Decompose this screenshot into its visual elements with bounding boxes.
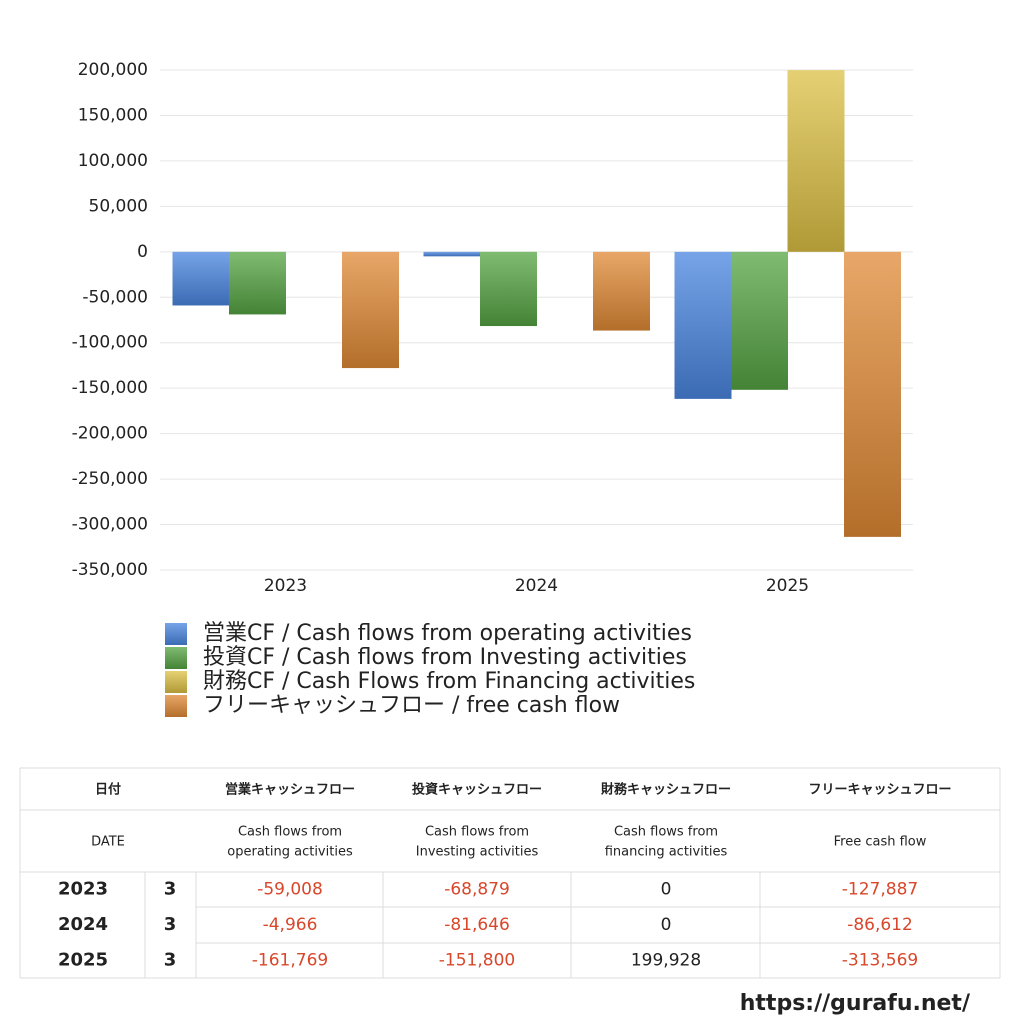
y-tick-label: -250,000 (72, 469, 148, 489)
bar (731, 251, 788, 390)
table-subheader: Investing activities (416, 845, 539, 860)
bar (844, 251, 901, 537)
bar (787, 70, 845, 252)
row-label: 3 (164, 950, 177, 971)
legend-swatch (165, 647, 187, 669)
table-header: フリーキャッシュフロー (808, 783, 951, 798)
table-cell: -161,769 (252, 951, 328, 971)
legend-label: 営業CF / Cash flows from operating activit… (203, 621, 692, 646)
row-label: 2025 (58, 950, 108, 971)
legend-label: 財務CF / Cash Flows from Financing activit… (203, 669, 695, 694)
table-subheader: Cash flows from (614, 825, 718, 840)
table-subheader: Cash flows from (425, 825, 529, 840)
table-cell: -151,800 (439, 951, 515, 971)
table-cell: -127,887 (842, 880, 918, 900)
legend-swatch (165, 623, 187, 645)
table-subheader: operating activities (227, 845, 353, 860)
table-header: 財務キャッシュフロー (600, 782, 731, 798)
legend-label: フリーキャッシュフロー / free cash flow (203, 693, 620, 718)
legend-label: 投資CF / Cash flows from Investing activit… (203, 645, 687, 670)
y-tick-label: -350,000 (72, 560, 148, 580)
table-cell: 0 (661, 880, 672, 900)
table-cell: -86,612 (847, 915, 913, 935)
table-subheader: financing activities (605, 845, 728, 860)
y-tick-label: -50,000 (82, 287, 148, 307)
y-tick-label: 150,000 (78, 105, 148, 125)
y-tick-label: -200,000 (72, 424, 148, 444)
legend-swatch (165, 695, 187, 717)
row-label: 3 (164, 914, 177, 935)
table-cell: 0 (661, 915, 672, 935)
table-subheader: DATE (91, 835, 125, 850)
bar (342, 251, 399, 369)
legend-swatch (165, 671, 187, 693)
table-cell: -59,008 (257, 880, 323, 900)
x-tick-label: 2023 (264, 576, 307, 596)
footer-url: https://gurafu.net/ (740, 991, 971, 1016)
y-tick-label: 200,000 (78, 60, 148, 80)
bar (674, 251, 732, 399)
x-tick-label: 2025 (766, 576, 809, 596)
bar (480, 251, 537, 327)
y-tick-label: 100,000 (78, 151, 148, 171)
row-label: 3 (164, 879, 177, 900)
table-subheader: Cash flows from (238, 825, 342, 840)
y-tick-label: 50,000 (89, 196, 148, 216)
table-header: 投資キャッシュフロー (412, 782, 542, 798)
y-tick-label: -300,000 (72, 515, 148, 535)
y-tick-label: -100,000 (72, 333, 148, 353)
y-tick-label: 0 (137, 242, 148, 262)
y-tick-label: -150,000 (72, 378, 148, 398)
bar (593, 251, 650, 331)
table-cell: -81,646 (444, 915, 510, 935)
table-subheader: Free cash flow (834, 835, 927, 850)
table-cell: -68,879 (444, 880, 510, 900)
bar (423, 251, 481, 257)
row-label: 2023 (58, 879, 108, 900)
bar (229, 251, 286, 315)
row-label: 2024 (58, 914, 108, 935)
table-cell: 199,928 (631, 951, 701, 971)
table-header: 営業キャッシュフロー (225, 782, 355, 798)
table-header: 日付 (95, 782, 121, 798)
table-cell: -4,966 (263, 915, 318, 935)
bar (172, 251, 230, 306)
table-cell: -313,569 (842, 951, 918, 971)
x-tick-label: 2024 (515, 576, 558, 596)
